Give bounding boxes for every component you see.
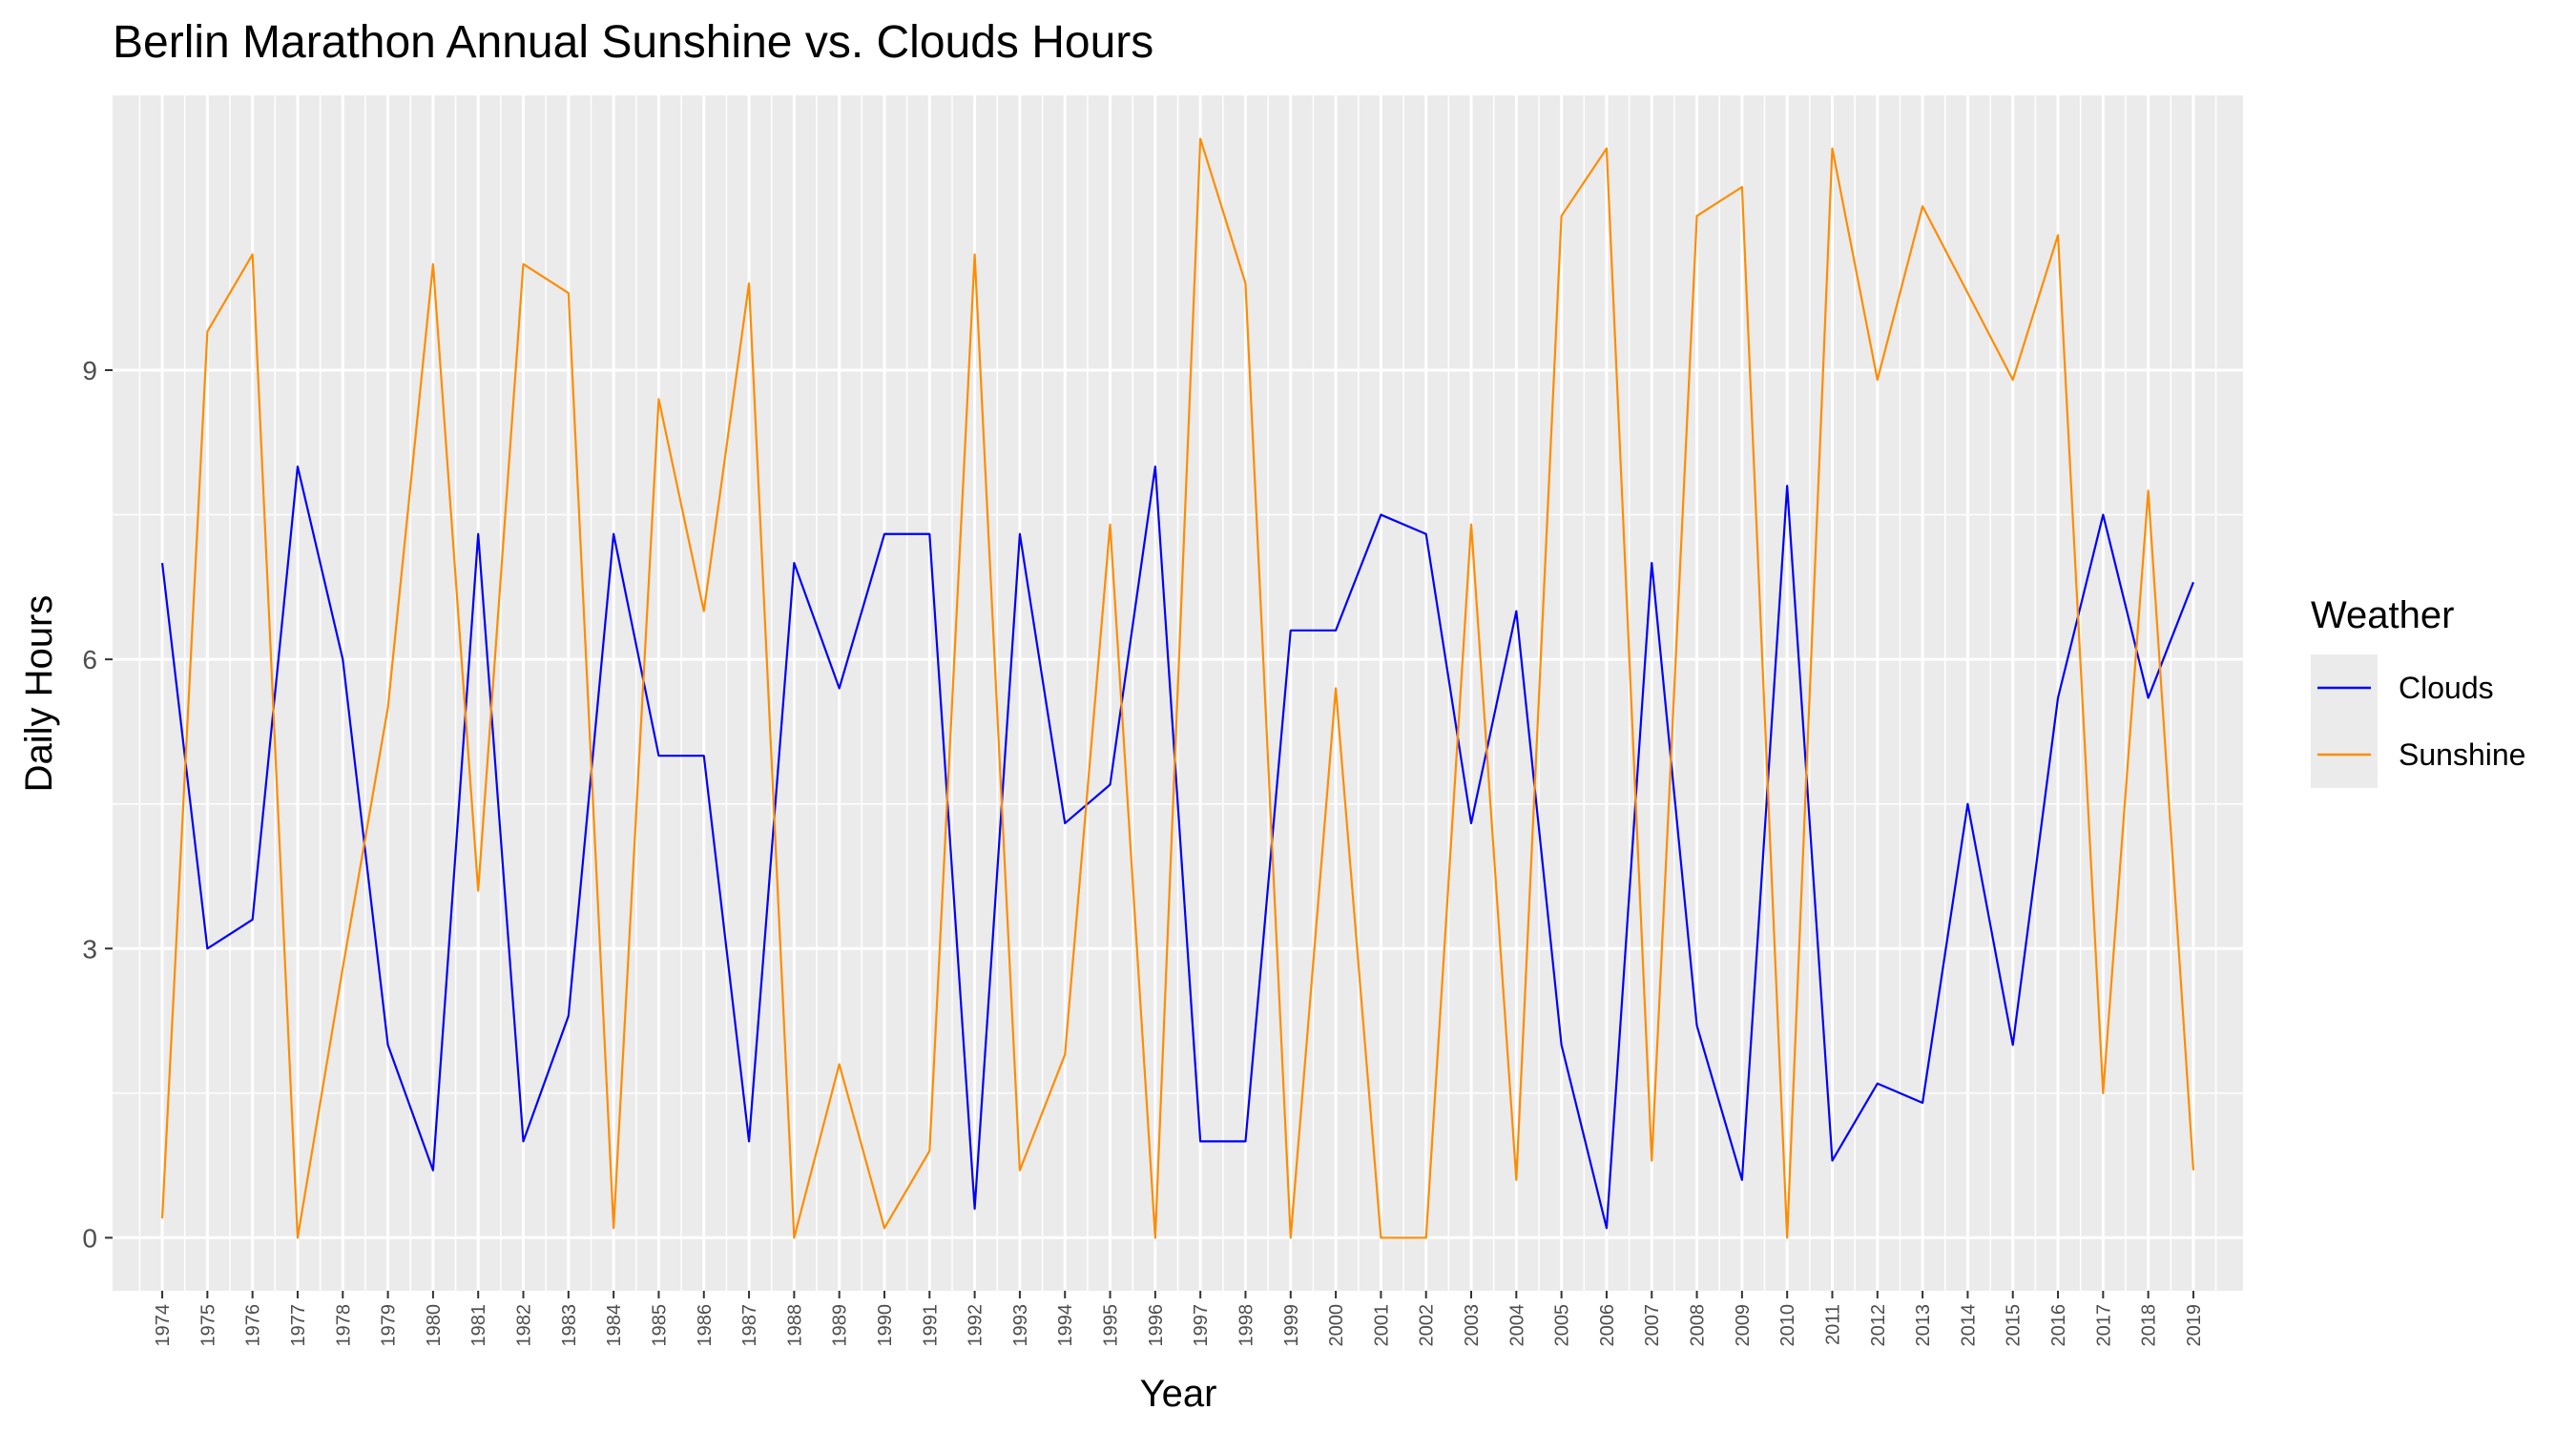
y-tick-label: 3 (82, 934, 97, 964)
x-tick-label: 2002 (1417, 1304, 1438, 1347)
x-tick-label: 1975 (197, 1304, 218, 1347)
y-tick-label: 9 (82, 356, 97, 385)
series-layer (160, 137, 2195, 1239)
legend-label-clouds: Clouds (2399, 671, 2494, 705)
x-tick-label: 2000 (1326, 1304, 1347, 1347)
x-tick-label: 1980 (424, 1304, 445, 1347)
x-tick-label: 1976 (243, 1304, 264, 1347)
chart-title: Berlin Marathon Annual Sunshine vs. Clou… (113, 17, 1153, 68)
x-tick-label: 1978 (333, 1304, 354, 1347)
x-tick-label: 2006 (1597, 1304, 1618, 1347)
y-tick-label: 6 (82, 645, 97, 674)
x-tick-label: 2005 (1552, 1304, 1573, 1347)
x-tick-label: 1987 (739, 1304, 760, 1347)
x-tick-label: 1985 (649, 1304, 670, 1347)
x-tick-label: 1982 (514, 1304, 535, 1347)
x-tick-label: 1992 (966, 1304, 987, 1347)
x-tick-label: 1997 (1191, 1304, 1212, 1347)
x-axis: 1974 1975 1976 1977 1978 1979 1980 1981 1982 1983… (153, 1291, 2205, 1347)
x-tick-label: 1999 (1281, 1304, 1302, 1347)
x-tick-label: 2017 (2093, 1304, 2114, 1347)
legend: Weather Clouds Sunshine (2311, 594, 2525, 788)
x-tick-label: 2012 (1868, 1304, 1889, 1347)
x-tick-label: 1991 (920, 1304, 941, 1347)
legend-title: Weather (2311, 594, 2454, 636)
y-axis-title: Daily Hours (18, 595, 60, 793)
x-tick-label: 1989 (830, 1304, 851, 1347)
x-tick-label: 1977 (288, 1304, 309, 1347)
series-line-clouds (160, 465, 2194, 1230)
x-tick-label: 1986 (695, 1304, 716, 1347)
x-tick-label: 1979 (379, 1304, 400, 1347)
x-tick-label: 2008 (1688, 1304, 1709, 1347)
x-tick-label: 2015 (2004, 1304, 2025, 1347)
x-tick-label: 1993 (1010, 1304, 1031, 1347)
x-tick-label: 2001 (1371, 1304, 1392, 1347)
x-tick-label: 2016 (2048, 1304, 2069, 1347)
x-tick-label: 1994 (1055, 1304, 1076, 1347)
legend-label-sunshine: Sunshine (2399, 737, 2525, 772)
x-tick-label: 2013 (1913, 1304, 1934, 1347)
x-tick-label: 1988 (784, 1304, 805, 1347)
x-tick-label: 1981 (468, 1304, 489, 1347)
x-tick-label: 1995 (1101, 1304, 1122, 1347)
x-tick-label: 1974 (153, 1304, 174, 1347)
y-axis: 0 3 6 9 (82, 356, 113, 1253)
x-tick-label: 1983 (559, 1304, 580, 1347)
series-line-sunshine (160, 137, 2195, 1239)
x-tick-label: 2018 (2139, 1304, 2160, 1347)
x-axis-title: Year (1140, 1373, 1217, 1415)
x-tick-label: 1990 (875, 1304, 896, 1347)
x-tick-label: 2004 (1506, 1304, 1527, 1347)
x-tick-label: 2011 (1822, 1304, 1843, 1345)
x-tick-label: 1996 (1146, 1304, 1167, 1347)
x-tick-label: 2019 (2184, 1304, 2205, 1347)
y-tick-label: 0 (82, 1223, 97, 1253)
x-tick-label: 2007 (1642, 1304, 1663, 1347)
x-tick-label: 2014 (1958, 1304, 1979, 1347)
x-tick-label: 1984 (604, 1304, 625, 1347)
x-tick-label: 2009 (1733, 1304, 1754, 1347)
x-tick-label: 1998 (1236, 1304, 1257, 1347)
x-tick-label: 2010 (1777, 1304, 1798, 1347)
x-tick-label: 2003 (1462, 1304, 1483, 1347)
